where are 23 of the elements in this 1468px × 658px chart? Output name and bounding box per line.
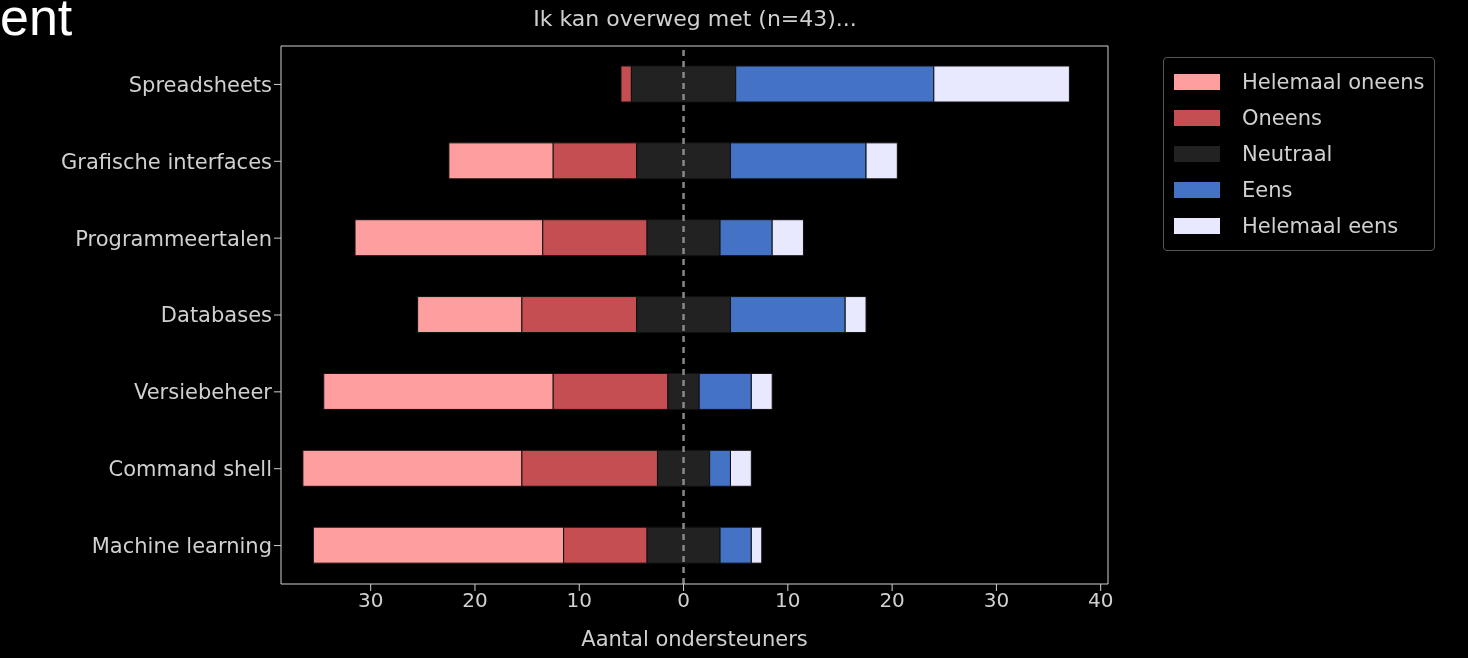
y-tick-label: Programmeertalen xyxy=(75,226,272,251)
x-axis-title: Aantal ondersteuners xyxy=(581,627,808,651)
x-tick-label: 0 xyxy=(677,588,690,613)
legend-label: Oneens xyxy=(1242,106,1322,130)
y-tick-label: Machine learning xyxy=(91,534,272,559)
y-tick-label: Command shell xyxy=(108,457,272,482)
legend-label: Helemaal oneens xyxy=(1242,70,1425,94)
y-tick-label: Versiebeheer xyxy=(133,380,273,405)
x-tick-label: 40 xyxy=(1087,588,1114,613)
x-tick-label: 30 xyxy=(983,588,1010,613)
y-tick-label: Databases xyxy=(160,303,272,328)
x-tick-label: 10 xyxy=(775,588,801,613)
x-tick-label: 10 xyxy=(566,588,592,613)
y-tick-label: Grafische interfaces xyxy=(61,149,272,174)
chart-title: Ik kan overweg met (n=43)... xyxy=(532,6,858,31)
x-tick-label: 20 xyxy=(462,588,488,613)
legend-label: Helemaal eens xyxy=(1242,214,1399,238)
legend-label: Eens xyxy=(1242,178,1293,202)
y-tick-label: Spreadsheets xyxy=(128,72,272,97)
legend-label: Neutraal xyxy=(1242,142,1333,166)
text: ent xyxy=(0,0,73,48)
x-tick-label: 30 xyxy=(357,588,384,613)
x-tick-label: 20 xyxy=(879,588,905,613)
